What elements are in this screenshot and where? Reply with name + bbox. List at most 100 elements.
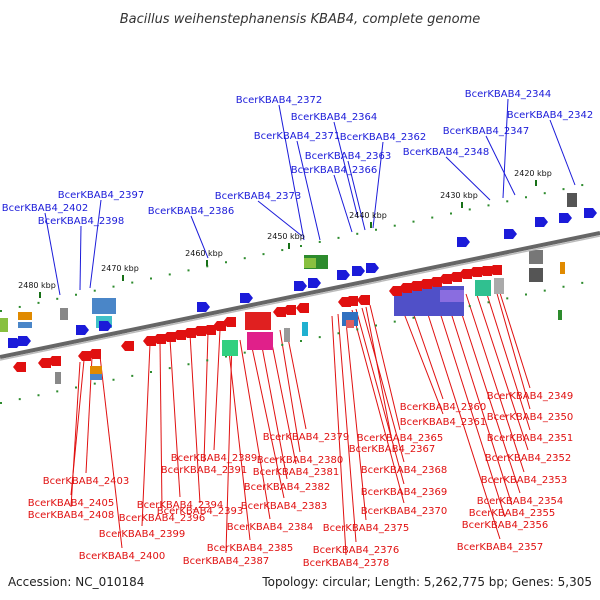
forward-label-leader bbox=[296, 140, 321, 241]
reverse-gene-arrow bbox=[419, 279, 432, 289]
forward-gene-label: BcerKBAB4_2362 bbox=[340, 132, 427, 143]
forward-label-leader bbox=[333, 121, 359, 219]
reverse-gene-label: BcerKBAB4_2370 bbox=[361, 506, 448, 517]
reverse-label-leader bbox=[99, 355, 123, 549]
reverse-gene-label: BcerKBAB4_2376 bbox=[313, 545, 400, 556]
reverse-gene-arrow bbox=[469, 267, 482, 277]
scale-ruler-dot bbox=[356, 328, 359, 331]
gene-feature-block bbox=[90, 374, 102, 380]
gene-feature-block bbox=[18, 322, 32, 328]
scale-ruler-dot bbox=[225, 261, 227, 264]
forward-gene-label: BcerKBAB4_2363 bbox=[305, 151, 392, 162]
reverse-label-leader bbox=[331, 315, 347, 556]
scale-tick-mark bbox=[206, 260, 208, 266]
forward-label-leader bbox=[485, 135, 516, 196]
reverse-label-leader bbox=[397, 297, 444, 415]
scale-ruler-dot bbox=[187, 269, 190, 272]
reverse-label-leader bbox=[445, 296, 513, 506]
scale-ruler-dot bbox=[281, 249, 284, 252]
reverse-gene-label: BcerKBAB4_2378 bbox=[303, 558, 390, 569]
gene-feature-block bbox=[0, 318, 8, 332]
gene-feature-block bbox=[18, 312, 32, 320]
forward-gene-arrow bbox=[584, 208, 597, 218]
scale-ruler-dot bbox=[468, 208, 471, 211]
reverse-gene-arrow bbox=[409, 281, 422, 291]
forward-gene-arrow bbox=[18, 336, 31, 346]
reverse-gene-label: BcerKBAB4_2355 bbox=[469, 508, 556, 519]
reverse-label-leader bbox=[239, 339, 271, 520]
scale-ruler-dot bbox=[487, 301, 490, 304]
reverse-gene-label: BcerKBAB4_2354 bbox=[477, 496, 564, 507]
reverse-gene-arrow bbox=[203, 325, 216, 335]
scale-ruler-dot bbox=[0, 310, 2, 312]
scale-ruler-dot bbox=[75, 293, 77, 296]
forward-gene-arrow bbox=[457, 237, 470, 247]
reverse-gene-label: BcerKBAB4_2367 bbox=[349, 444, 436, 455]
gene-feature-block bbox=[55, 372, 61, 384]
scale-ruler-dot bbox=[543, 192, 546, 195]
gene-feature-block bbox=[222, 340, 238, 356]
gene-feature-block bbox=[302, 322, 308, 336]
gene-feature-block bbox=[560, 262, 565, 274]
reverse-label-leader bbox=[423, 301, 501, 540]
scale-ruler-dot bbox=[37, 394, 40, 397]
forward-label-leader bbox=[445, 156, 491, 201]
scale-ruler-dot bbox=[243, 257, 246, 260]
scale-ruler-dot bbox=[131, 374, 134, 377]
reverse-label-leader bbox=[355, 308, 405, 485]
forward-label-leader bbox=[89, 199, 102, 289]
reverse-gene-arrow bbox=[143, 336, 156, 346]
gene-feature-block bbox=[247, 332, 273, 350]
scale-tick-mark bbox=[370, 222, 372, 228]
reverse-gene-label: BcerKBAB4_2349 bbox=[487, 391, 574, 402]
scale-ruler-dot bbox=[0, 402, 2, 404]
forward-gene-label: BcerKBAB4_2397 bbox=[58, 190, 145, 201]
reverse-label-leader bbox=[499, 292, 531, 389]
forward-gene-arrow bbox=[535, 217, 548, 227]
scale-ruler-dot bbox=[225, 355, 227, 358]
reverse-label-leader bbox=[269, 333, 297, 465]
reverse-label-leader bbox=[203, 332, 209, 463]
scale-ruler-dot bbox=[281, 343, 284, 346]
forward-gene-arrow bbox=[337, 270, 350, 280]
scale-ruler-dot bbox=[56, 390, 59, 393]
reverse-gene-label: BcerKBAB4_2383 bbox=[241, 501, 328, 512]
reverse-gene-label: BcerKBAB4_2385 bbox=[207, 543, 294, 554]
reverse-gene-label: BcerKBAB4_2381 bbox=[253, 467, 340, 478]
forward-label-leader bbox=[278, 104, 305, 241]
reverse-gene-arrow bbox=[38, 358, 51, 368]
scale-ruler-dot bbox=[506, 297, 509, 300]
scale-ruler-dot bbox=[112, 378, 115, 381]
reverse-gene-label: BcerKBAB4_2408 bbox=[28, 510, 115, 521]
reverse-gene-label: BcerKBAB4_2394 bbox=[137, 500, 224, 511]
scale-ruler-dot bbox=[525, 196, 527, 199]
genome-backbone-shadow bbox=[0, 235, 600, 361]
reverse-gene-label: BcerKBAB4_2387 bbox=[183, 556, 270, 567]
forward-gene-label: BcerKBAB4_2386 bbox=[148, 206, 235, 217]
forward-gene-label: BcerKBAB4_2364 bbox=[291, 112, 378, 123]
scale-ruler-dot bbox=[37, 301, 40, 304]
scale-ruler-dot bbox=[562, 188, 565, 191]
reverse-gene-arrow bbox=[296, 303, 309, 313]
reverse-gene-arrow bbox=[121, 341, 134, 351]
scale-ruler-dot bbox=[75, 386, 77, 389]
reverse-gene-arrow bbox=[489, 265, 502, 275]
scale-ruler-dot bbox=[375, 324, 377, 327]
forward-gene-arrow bbox=[240, 293, 253, 303]
forward-gene-label: BcerKBAB4_2348 bbox=[403, 147, 490, 158]
reverse-gene-label: BcerKBAB4_2389 bbox=[171, 453, 258, 464]
gene-feature-block bbox=[245, 312, 271, 330]
reverse-label-leader bbox=[455, 295, 521, 494]
reverse-gene-label: BcerKBAB4_2361 bbox=[400, 417, 487, 428]
reverse-gene-arrow bbox=[88, 349, 101, 359]
gene-feature-block bbox=[475, 280, 491, 296]
reverse-gene-arrow bbox=[459, 269, 472, 279]
reverse-gene-arrow bbox=[78, 351, 91, 361]
reverse-label-leader bbox=[189, 333, 201, 504]
forward-gene-arrow bbox=[8, 338, 21, 348]
gene-feature-block bbox=[529, 268, 543, 282]
scale-ruler-dot bbox=[206, 265, 209, 268]
scale-ruler-dot bbox=[243, 351, 246, 354]
gene-feature-block bbox=[304, 258, 316, 268]
